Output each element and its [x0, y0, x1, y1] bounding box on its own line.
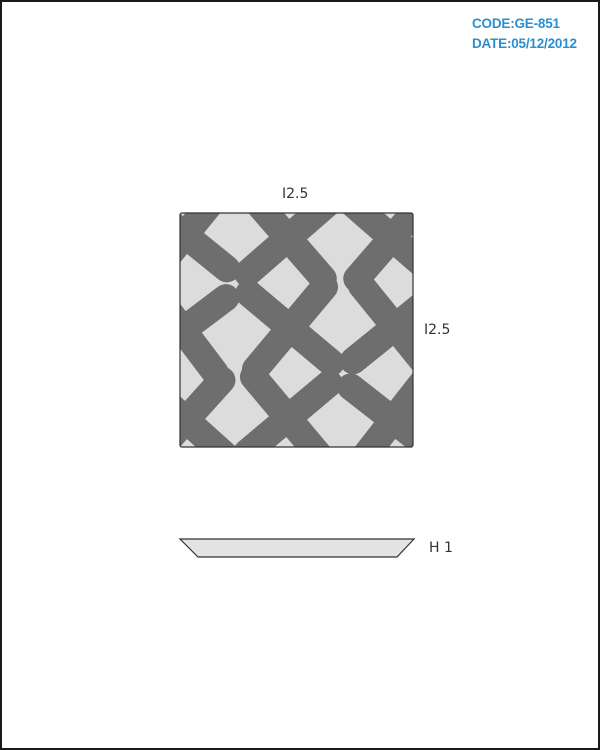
title-block: CODE:GE-851 DATE:05/12/2012 — [472, 14, 577, 54]
tile-pattern — [140, 193, 437, 462]
drawing-date: DATE:05/12/2012 — [472, 36, 577, 51]
height-dimension-label: H 1 — [429, 540, 453, 556]
width-dimension-label: I2.5 — [282, 186, 309, 202]
tile-top-view — [140, 193, 437, 462]
depth-dimension-label: I2.5 — [424, 322, 451, 338]
tile-outline — [179, 212, 414, 448]
product-code: CODE:GE-851 — [472, 16, 560, 31]
tile-side-profile — [178, 538, 416, 558]
